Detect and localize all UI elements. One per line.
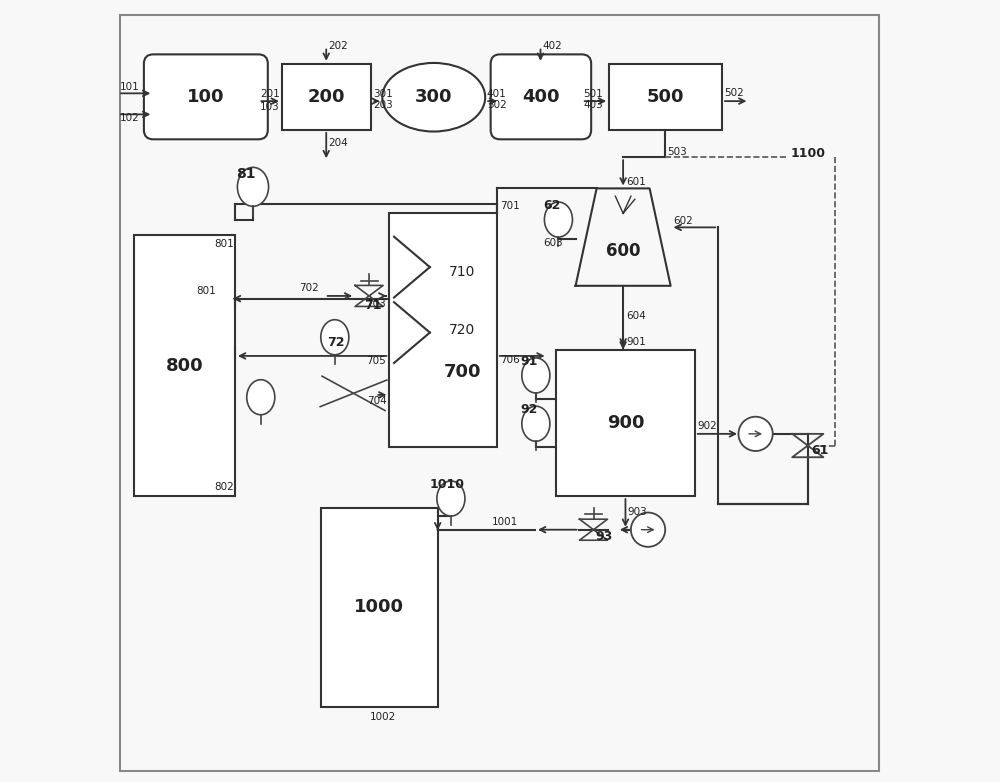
Text: 604: 604 <box>626 311 646 321</box>
Text: 203: 203 <box>373 100 393 110</box>
Text: 1100: 1100 <box>791 146 826 160</box>
Text: 502: 502 <box>724 88 744 98</box>
Text: 62: 62 <box>544 199 561 212</box>
Text: 1010: 1010 <box>430 478 465 491</box>
Ellipse shape <box>247 380 275 414</box>
Text: 901: 901 <box>626 337 646 347</box>
Text: 801: 801 <box>196 285 216 296</box>
Text: 503: 503 <box>668 147 687 157</box>
Text: 402: 402 <box>543 41 563 52</box>
Text: 300: 300 <box>415 88 453 106</box>
Ellipse shape <box>522 358 550 393</box>
Text: 900: 900 <box>607 414 644 432</box>
Text: 92: 92 <box>520 403 538 416</box>
FancyBboxPatch shape <box>144 55 268 139</box>
Text: 72: 72 <box>327 336 345 349</box>
Text: 91: 91 <box>520 354 538 368</box>
Bar <box>321 508 438 707</box>
Text: 710: 710 <box>449 265 476 278</box>
Text: 706: 706 <box>500 355 520 365</box>
Text: 903: 903 <box>628 508 648 517</box>
Text: 102: 102 <box>120 113 139 123</box>
Text: 500: 500 <box>646 88 684 106</box>
Text: 802: 802 <box>214 482 234 493</box>
Ellipse shape <box>382 63 485 131</box>
FancyBboxPatch shape <box>491 55 591 139</box>
Bar <box>389 213 497 447</box>
Text: 704: 704 <box>368 396 387 406</box>
Text: 202: 202 <box>329 41 348 52</box>
Bar <box>282 63 371 130</box>
Ellipse shape <box>237 167 269 206</box>
Text: 301: 301 <box>373 89 393 99</box>
Text: 100: 100 <box>187 88 224 106</box>
Text: 1001: 1001 <box>492 518 518 527</box>
Ellipse shape <box>631 512 665 547</box>
Text: 93: 93 <box>595 530 612 543</box>
Text: 602: 602 <box>673 216 693 226</box>
Ellipse shape <box>522 406 550 441</box>
Text: 600: 600 <box>606 242 640 260</box>
Text: 700: 700 <box>444 364 481 382</box>
Text: 103: 103 <box>260 102 280 112</box>
Text: 200: 200 <box>307 88 345 106</box>
Text: 501: 501 <box>583 89 603 99</box>
Bar <box>556 350 695 497</box>
Ellipse shape <box>321 320 349 355</box>
Text: 1000: 1000 <box>354 598 404 616</box>
Text: 302: 302 <box>487 100 507 110</box>
Text: 61: 61 <box>812 444 829 457</box>
Text: 204: 204 <box>329 138 348 148</box>
Text: 703: 703 <box>366 299 386 309</box>
Bar <box>134 235 235 497</box>
Ellipse shape <box>738 417 773 451</box>
Text: 201: 201 <box>260 89 280 99</box>
Text: 81: 81 <box>237 167 256 181</box>
Text: 801: 801 <box>214 239 234 249</box>
Text: 1002: 1002 <box>370 712 396 722</box>
Text: 400: 400 <box>522 88 559 106</box>
Text: 800: 800 <box>166 357 203 375</box>
Text: 702: 702 <box>299 283 319 292</box>
Text: 401: 401 <box>487 89 507 99</box>
Text: 603: 603 <box>543 239 563 249</box>
Text: 720: 720 <box>449 323 476 337</box>
Bar <box>609 63 722 130</box>
Ellipse shape <box>437 481 465 516</box>
Text: 701: 701 <box>500 201 520 211</box>
Text: 403: 403 <box>583 100 603 110</box>
Text: 71: 71 <box>364 299 382 311</box>
Text: 902: 902 <box>697 421 717 431</box>
Text: 601: 601 <box>626 177 646 187</box>
Text: 705: 705 <box>366 356 386 366</box>
Text: 101: 101 <box>120 82 139 91</box>
Ellipse shape <box>544 202 572 237</box>
